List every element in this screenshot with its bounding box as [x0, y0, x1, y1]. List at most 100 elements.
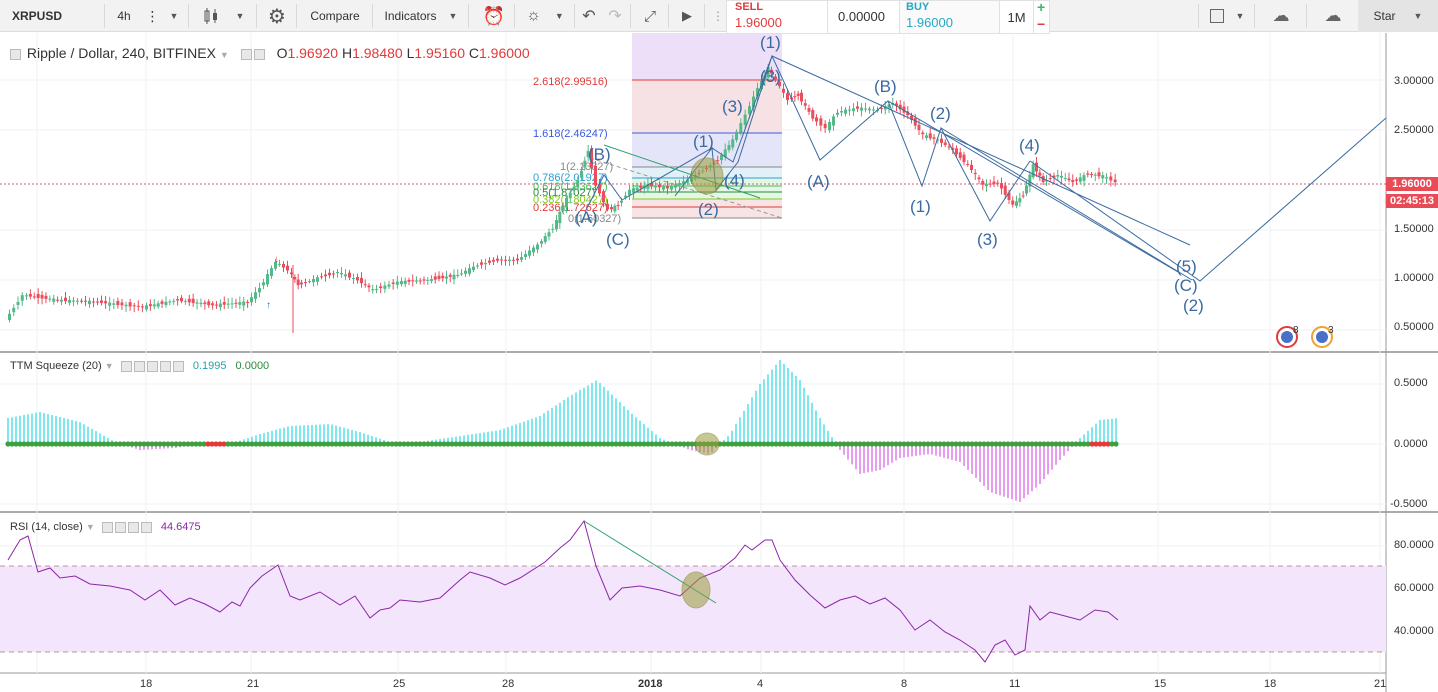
close-icon[interactable] — [140, 521, 152, 533]
eye-icon[interactable] — [240, 48, 252, 60]
gear-icon[interactable] — [253, 48, 265, 60]
fullscreen-icon: ⤢ — [643, 7, 656, 25]
projection-line[interactable] — [1029, 117, 1387, 282]
top-toolbar: XRPUSD 4h ⋮ ▼ ▼ ⚙ Compare Indicators ▼ ⏰ ☼… — [0, 0, 1438, 34]
divider — [630, 4, 631, 28]
main-legend[interactable]: Ripple / Dollar, 240, BITFINEX ▼ O1.9692… — [10, 45, 530, 61]
highlight-ellipse[interactable] — [694, 432, 720, 456]
ttm-dot — [321, 441, 327, 447]
event-badge-2[interactable]: 3 — [1311, 325, 1334, 348]
candle-body — [56, 299, 60, 301]
plus-icon[interactable]: + — [1037, 0, 1046, 15]
rsi-value: 44.6475 — [160, 521, 201, 533]
candle-body — [748, 106, 751, 115]
quantity-value: 1M — [1007, 9, 1026, 25]
more-icon[interactable] — [159, 360, 171, 372]
candle-body — [480, 262, 483, 265]
candle-body — [928, 133, 932, 139]
ttm-dot — [385, 441, 391, 447]
buy-button[interactable]: BUY 1.96000 — [900, 0, 1000, 34]
candle-body — [632, 188, 635, 193]
ttm-dot — [353, 441, 359, 447]
channel-line[interactable] — [771, 55, 1191, 246]
chevron-down-icon[interactable]: ▼ — [219, 50, 229, 60]
collapse-icon[interactable] — [10, 48, 21, 60]
candle-body — [415, 280, 418, 282]
gear-icon[interactable] — [114, 521, 126, 533]
ttm-dot — [213, 441, 219, 447]
redo-button[interactable]: ↷ — [602, 0, 628, 32]
close-icon[interactable] — [172, 360, 184, 372]
ttm-dot — [329, 441, 335, 447]
ttm-legend[interactable]: TTM Squeeze (20) ▼ 0.1995 0.0000 — [10, 360, 269, 372]
quantity-stepper[interactable]: + − — [1034, 0, 1050, 34]
ttm-dot — [293, 441, 299, 447]
minus-icon[interactable]: − — [1037, 16, 1046, 32]
ttm-dot — [157, 441, 163, 447]
ttm-dot — [161, 441, 167, 447]
ttm-axis-label: 0.0000 — [1394, 438, 1428, 450]
price-candles[interactable]: ↓↑ — [8, 64, 1117, 333]
highlight-ellipse[interactable] — [681, 571, 711, 609]
candle-body — [96, 301, 99, 303]
fib-label: 1.618(2.46247) — [533, 128, 608, 140]
candle-body — [395, 281, 399, 285]
ttm-dot — [997, 441, 1003, 447]
gear-icon[interactable] — [133, 360, 145, 372]
abc-wave-line[interactable] — [584, 174, 623, 213]
sell-button[interactable]: SELL 1.96000 — [726, 0, 828, 34]
star-button[interactable]: Star ▼ — [1358, 0, 1438, 32]
chevron-down-icon: ▼ — [169, 11, 179, 21]
play-button[interactable]: ▶ — [672, 0, 702, 32]
candle-body — [199, 302, 203, 305]
candle-body — [1003, 185, 1007, 195]
load-layout-button[interactable]: ☁ — [1258, 0, 1304, 32]
ttm-dot — [757, 441, 763, 447]
event-badge-1[interactable]: 8 — [1276, 325, 1299, 348]
candle-body — [1048, 178, 1052, 180]
drag-handle[interactable]: ⋮ — [712, 0, 724, 32]
copy-icon[interactable] — [146, 360, 158, 372]
trend-line[interactable] — [603, 144, 761, 199]
layout-button[interactable]: ▼ — [1202, 0, 1252, 32]
ohlc-values: O1.96920 H1.98480 L1.95160 C1.96000 — [277, 45, 530, 61]
undo-button[interactable]: ↶ — [576, 0, 602, 32]
eye-icon[interactable] — [101, 521, 113, 533]
chevron-down-icon[interactable]: ▼ — [85, 522, 95, 532]
compare-button[interactable]: Compare — [300, 0, 370, 32]
more-icon[interactable] — [127, 521, 139, 533]
alert-button[interactable]: ⏰ — [474, 0, 514, 32]
replay-button[interactable]: ☼ ▼ — [518, 0, 572, 32]
ttm-dot — [1073, 441, 1079, 447]
ttm-histogram[interactable] — [5, 360, 1119, 502]
ttm-dot — [585, 441, 591, 447]
elliott-wave-lines[interactable] — [584, 54, 1387, 282]
ttm-dot — [797, 441, 803, 447]
candle-body — [344, 274, 347, 277]
interval-menu-button[interactable]: ⋮ ▼ — [142, 0, 182, 32]
interval-button[interactable]: 4h — [106, 0, 142, 32]
highlight-ellipse[interactable] — [690, 157, 724, 195]
candle-body — [108, 302, 112, 306]
fullscreen-button[interactable]: ⤢ — [634, 0, 666, 32]
quantity-field[interactable]: 1M — [1000, 0, 1034, 34]
ttm-dot — [265, 441, 271, 447]
save-layout-button[interactable]: ☁ — [1310, 0, 1356, 32]
candle-body — [336, 272, 339, 274]
chevron-down-icon: ▼ — [448, 11, 458, 21]
candle-body — [215, 304, 218, 306]
settings-button[interactable]: ⚙ — [260, 0, 294, 32]
ttm-dot — [581, 441, 587, 447]
eye-icon[interactable] — [120, 360, 132, 372]
symbol-search[interactable]: XRPUSD — [4, 0, 104, 32]
ttm-dot — [17, 441, 23, 447]
channel-line[interactable] — [940, 127, 1193, 281]
channel-line[interactable] — [887, 100, 1179, 273]
indicators-button[interactable]: Indicators ▼ — [376, 0, 466, 32]
rsi-legend[interactable]: RSI (14, close) ▼ 44.6475 — [10, 521, 201, 533]
chevron-down-icon[interactable]: ▼ — [104, 361, 114, 371]
ttm-dot — [145, 441, 151, 447]
wave-line[interactable] — [621, 54, 1031, 222]
chart-style-button[interactable]: ▼ — [194, 0, 252, 32]
